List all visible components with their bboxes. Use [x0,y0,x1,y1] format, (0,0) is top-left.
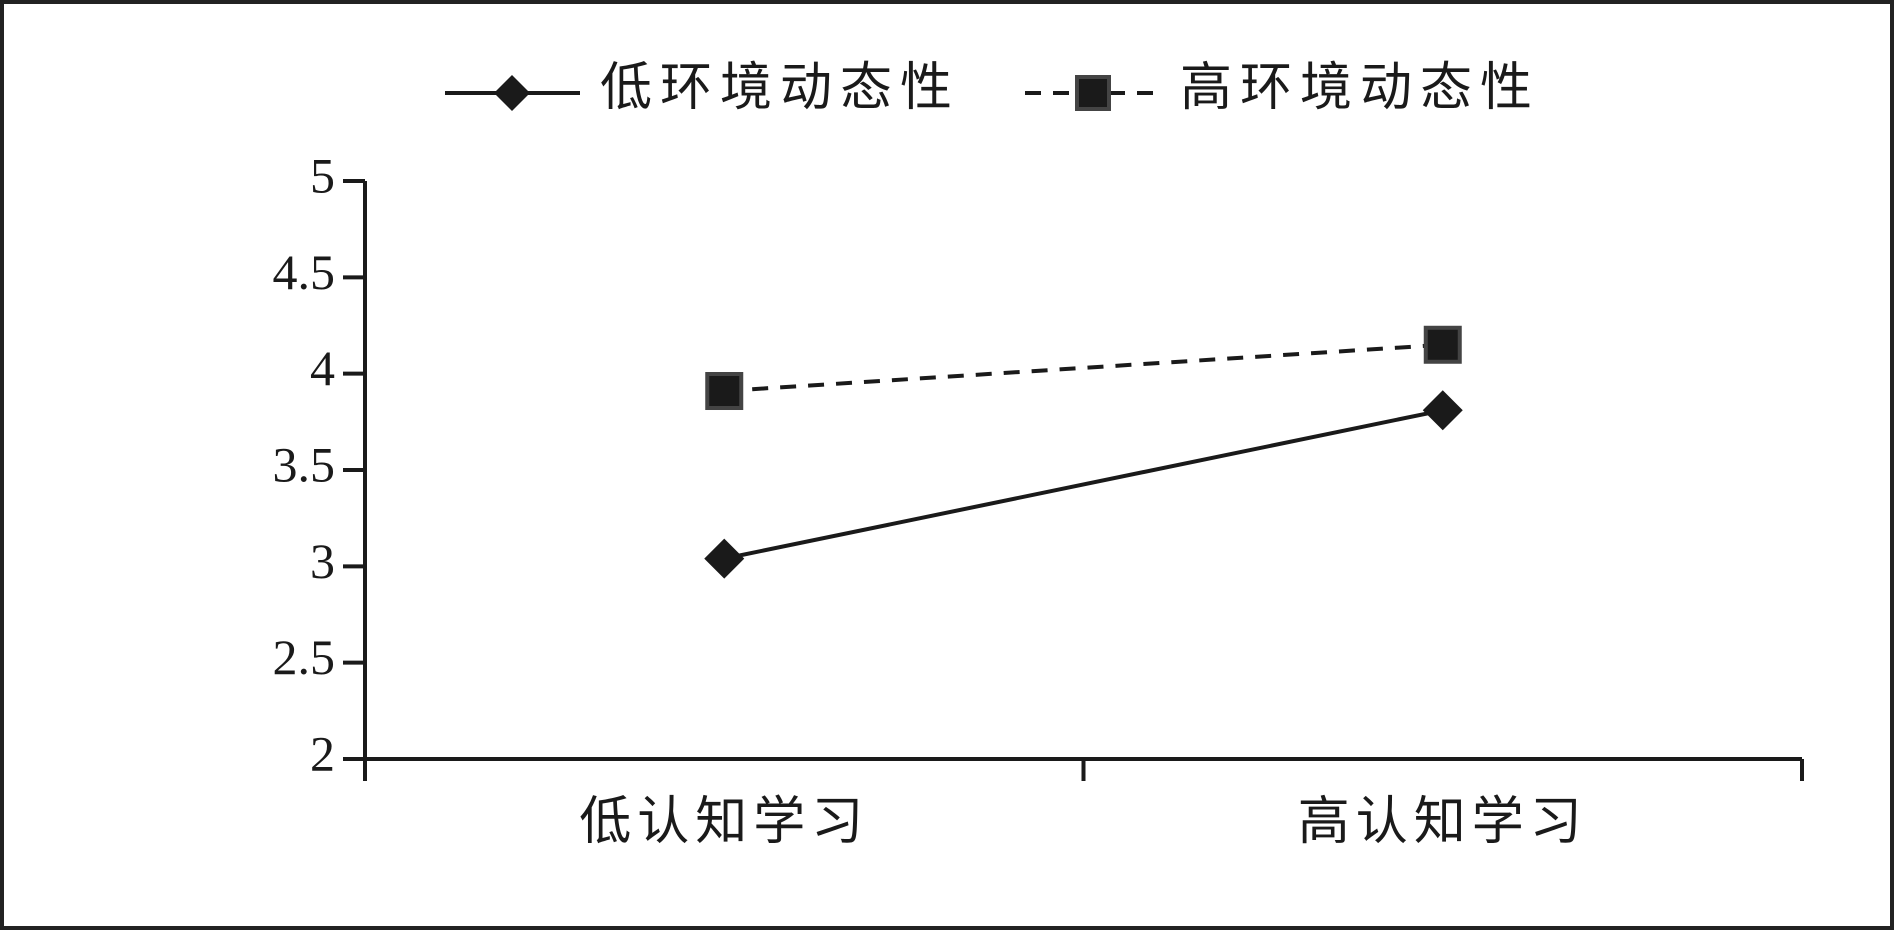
y-tick-label: 2 [310,725,335,781]
y-tick-label: 5 [310,147,335,203]
series-line [724,342,1443,394]
y-tick-label: 4.5 [273,244,336,300]
y-tick-label: 2.5 [273,629,336,685]
y-tick-label: 4 [310,340,335,396]
legend-label: 高环境动态性 [1180,60,1540,117]
legend-marker [494,75,530,111]
data-point [704,538,745,579]
y-tick-label: 3.5 [273,436,336,492]
data-point [1423,325,1462,364]
data-point [1422,390,1463,431]
data-point [705,372,744,411]
series-line [723,408,1444,561]
y-tick-label: 3 [310,533,335,589]
x-tick-label: 高认知学习 [1298,794,1588,851]
legend-label: 低环境动态性 [600,60,960,117]
x-tick-label: 低认知学习 [579,794,869,851]
legend-marker [1075,75,1111,111]
